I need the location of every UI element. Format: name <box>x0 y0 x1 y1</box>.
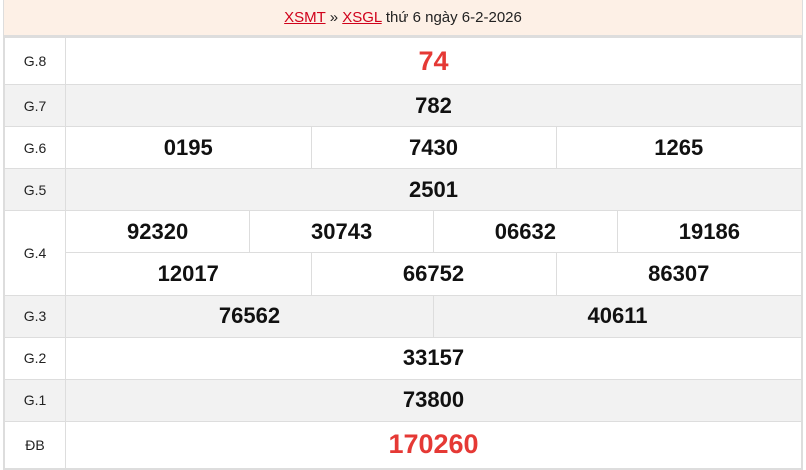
prize-number: 06632 <box>433 211 618 252</box>
prize-label: G.8 <box>4 37 66 85</box>
prize-label: G.1 <box>4 378 66 422</box>
prize-label: G.5 <box>4 168 66 211</box>
prize-number: 92320 <box>127 218 189 244</box>
draw-date: thứ 6 ngày 6-2-2026 <box>385 9 522 26</box>
prize-label: G.4 <box>4 210 66 296</box>
prize-number: 86307 <box>555 252 801 295</box>
prize-number: 7430 <box>310 127 556 168</box>
prize-label: G.2 <box>4 336 66 380</box>
special-prize-number: 170260 <box>65 420 802 469</box>
prize-number: 33157 <box>65 336 802 380</box>
prize-number: 66752 <box>310 252 556 295</box>
prize-row-special: ĐB 170260 <box>4 420 802 469</box>
prize-row-g7: G.7 782 <box>4 84 802 127</box>
prize-label: G.6 <box>4 126 66 169</box>
prize-number: 12017 <box>157 260 219 286</box>
results-table: XSMT » XSGL thứ 6 ngày 6-2-2026 G.8 74 G.… <box>3 0 803 470</box>
prize-row-g8: G.8 74 <box>4 37 802 85</box>
prize-number: 73800 <box>65 378 802 422</box>
prize-row-g6: G.6 0195 7430 1265 <box>4 126 802 169</box>
breadcrumb-separator: » <box>329 9 339 26</box>
prize-row-g4: G.4 92320 30743 06632 19186 12017 66752 86307 <box>4 210 802 296</box>
prize-number: 40611 <box>433 295 801 337</box>
xsgl-link[interactable]: XSGL <box>342 9 382 26</box>
prize-label: G.3 <box>4 294 66 338</box>
prize-label: G.7 <box>4 84 66 127</box>
prize-number: 74 <box>65 37 802 85</box>
prize-row-g2: G.2 33157 <box>4 336 802 380</box>
prize-number: 1265 <box>555 127 801 168</box>
prize-number: 782 <box>65 84 802 127</box>
prize-number: 2501 <box>65 168 802 211</box>
prize-row-g1: G.1 73800 <box>4 378 802 422</box>
prize-number: 0195 <box>163 134 213 160</box>
xsmt-link[interactable]: XSMT <box>284 9 326 26</box>
prize-number: 30743 <box>249 211 434 252</box>
prize-row-g3: G.3 76562 40611 <box>4 294 802 338</box>
prize-number: 76562 <box>66 295 434 337</box>
prize-number: 19186 <box>616 211 801 252</box>
results-header: XSMT » XSGL thứ 6 ngày 6-2-2026 <box>4 0 802 37</box>
prize-label: ĐB <box>4 420 66 469</box>
prize-row-g5: G.5 2501 <box>4 168 802 211</box>
